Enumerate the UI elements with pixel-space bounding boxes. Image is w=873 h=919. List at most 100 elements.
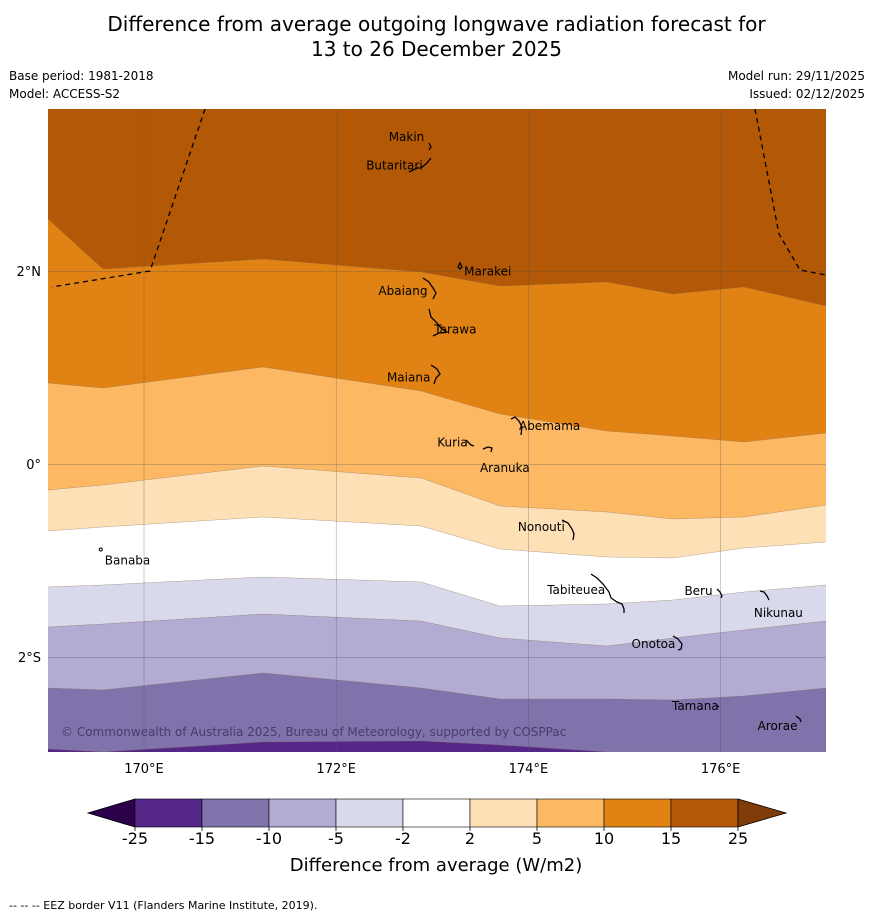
lat-tick-label: 0° [26, 458, 41, 473]
colorbar-tick-label: -25 [122, 829, 148, 848]
colorbar-swatch [536, 798, 605, 828]
island-shape-nikunau [759, 590, 770, 601]
title-line-2: 13 to 26 December 2025 [310, 37, 562, 61]
island-shape-arorae [795, 715, 802, 723]
colorbar-tick-label: -15 [189, 829, 215, 848]
contour-line [48, 672, 826, 701]
band-2_to_5 [48, 466, 826, 558]
island-label-tarawa: Tarawa [433, 322, 476, 336]
base-period: Base period: 1981-2018 [9, 69, 154, 83]
island-label-abaiang: Abaiang [378, 284, 427, 298]
island-shape-beru [716, 588, 723, 599]
title-line-1: Difference from average outgoing longwav… [107, 12, 766, 36]
island-label-beru: Beru [684, 584, 712, 598]
island-label-tabiteuea: Tabiteuea [546, 583, 605, 597]
colorbar: -25 -15 -10 -5 -2 2 5 10 15 25 [86, 798, 788, 848]
eez-legend-footer: -- -- -- EEZ border V11 (Flanders Marine… [9, 899, 318, 912]
colorbar-swatch [469, 798, 538, 828]
colorbar-tick-label: -2 [395, 829, 411, 848]
island-shapes [408, 142, 802, 723]
island-label-banaba: Banaba [105, 553, 151, 567]
axis-labels: 170°E 172°E 174°E 176°E 2°N 0° 2°S [17, 265, 741, 777]
island-label-onotoa: Onotoa [632, 637, 676, 651]
island-shape-maiana [430, 364, 441, 385]
island-label-makin: Makin [389, 130, 425, 144]
island-label-marakei: Marakei [464, 265, 511, 279]
contour-line [48, 516, 826, 559]
band-5_to_10 [48, 367, 826, 519]
contour-line [48, 740, 826, 752]
copyright-text: © Commonwealth of Australia 2025, Bureau… [61, 725, 566, 739]
issued-date: Issued: 02/12/2025 [749, 87, 865, 101]
colorbar-tick-label: 15 [661, 829, 681, 848]
colorbar-extend-high [737, 798, 788, 828]
band--10_to_-5 [48, 614, 826, 700]
island-shape-nonouti [561, 519, 575, 541]
contour-line [48, 218, 826, 307]
lon-tick-label: 170°E [124, 762, 164, 777]
island-label-arorae: Arorae [758, 719, 798, 733]
island-shape-aranuka [482, 446, 493, 453]
colorbar-swatch [268, 798, 337, 828]
colorbar-label: Difference from average (W/m2) [290, 855, 582, 876]
colorbar-tick-label: 2 [465, 829, 475, 848]
colorbar-swatch [201, 798, 270, 828]
island-label-nikunau: Nikunau [754, 606, 803, 620]
island-shape-abaiang [422, 277, 437, 300]
island-layer: Makin Butaritari Marakei Abaiang Tarawa Maian… [98, 130, 803, 733]
island-shape-marakei [457, 261, 463, 270]
model-name: Model: ACCESS-S2 [9, 87, 121, 101]
island-shape-tamana [715, 704, 720, 708]
island-label-kuria: Kuria [437, 435, 468, 449]
band-15_to_25 [48, 109, 826, 306]
lon-tick-label: 172°E [316, 762, 356, 777]
island-shape-tarawa [428, 308, 449, 337]
model-run: Model run: 29/11/2025 [727, 69, 865, 83]
island-label-nonouti: Nonouti [518, 520, 565, 534]
lat-tick-label: 2°N [17, 265, 42, 280]
colorbar-tick-label: 10 [594, 829, 614, 848]
meta-right: Model run: 29/11/2025 Issued: 02/12/2025 [728, 67, 865, 103]
contour-line [48, 465, 826, 520]
lat-tick-label: 2°S [18, 651, 41, 666]
eez-border-west [51, 109, 206, 288]
island-shape-tabiteuea [590, 573, 625, 613]
colorbar-swatch [603, 798, 672, 828]
map-title: Difference from average outgoing longwav… [0, 12, 873, 62]
colorbar-swatch [335, 798, 404, 828]
colorbar-tick-label: 25 [728, 829, 748, 848]
lon-tick-label: 174°E [509, 762, 549, 777]
contour-line [48, 366, 826, 443]
band--15_to_-10 [48, 673, 826, 752]
band--2_to_2 [48, 517, 826, 606]
island-label-butaritari: Butaritari [366, 158, 423, 172]
island-label-maiana: Maiana [387, 371, 430, 385]
colorbar-swatch [134, 798, 203, 828]
colorbar-tick-label: -5 [328, 829, 344, 848]
contour-bands [48, 109, 826, 752]
eez-border-east [754, 109, 826, 276]
island-shape-kuria [465, 439, 475, 447]
gridlines [48, 109, 826, 752]
meta-left: Base period: 1981-2018 Model: ACCESS-S2 [9, 67, 154, 103]
island-shape-abemama [510, 416, 523, 436]
band--25_to_-15 [48, 741, 826, 752]
eez-border [51, 109, 826, 288]
island-label-abemama: Abemama [519, 419, 580, 433]
contour-line [48, 576, 826, 607]
colorbar-tick-label: -10 [256, 829, 282, 848]
island-label-tamana: Tamana [671, 699, 719, 713]
contour-line [48, 613, 826, 647]
colorbar-tick-label: 5 [532, 829, 542, 848]
island-shape-makin [428, 142, 432, 151]
island-shape-onotoa [672, 635, 683, 651]
colorbar-swatch [402, 798, 471, 828]
lon-tick-label: 176°E [701, 762, 741, 777]
band-10_to_15 [48, 219, 826, 442]
island-label-aranuka: Aranuka [480, 461, 530, 475]
colorbar-swatch [670, 798, 739, 828]
island-marker-banaba [98, 547, 103, 552]
island-shape-butaritari [408, 157, 432, 173]
colorbar-extend-low [86, 798, 136, 828]
